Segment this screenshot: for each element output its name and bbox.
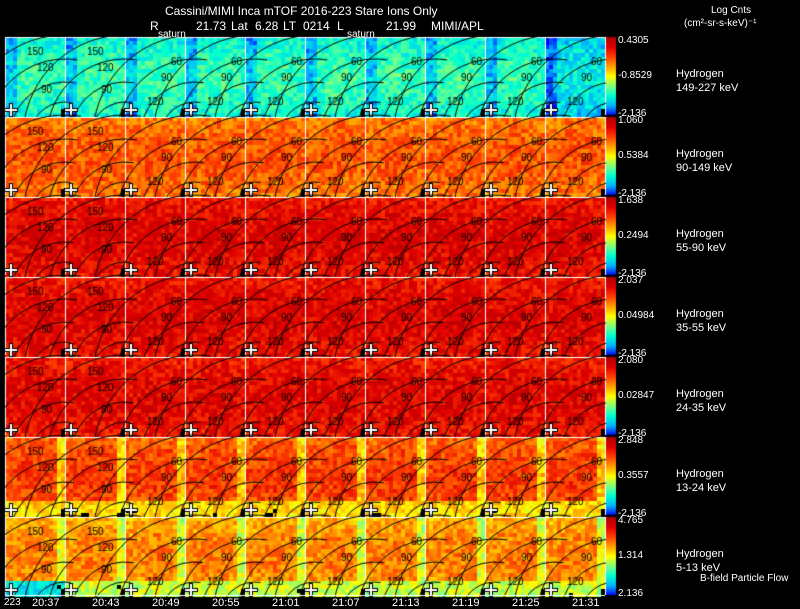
energy-range-label: 35-55 keV: [676, 322, 727, 334]
energy-range-label: 5-13 keV: [676, 562, 721, 574]
energy-range-label: 55-90 keV: [676, 242, 727, 254]
colorbar-min-label: -2.136: [618, 268, 647, 279]
colorbar-min-label: -2.136: [618, 188, 647, 199]
time-tick-label: 20:55: [212, 597, 240, 609]
species-label: Hydrogen: [676, 148, 724, 160]
time-tick-label: 21:13: [392, 597, 420, 609]
colorbar-mid-label: 0.04984: [618, 310, 655, 321]
time-tick-label: 20:43: [92, 597, 120, 609]
lat-value: 6.28: [255, 19, 279, 33]
species-label: Hydrogen: [676, 548, 724, 560]
colorbar-max-label: 1.638: [618, 195, 644, 206]
colorbar-mid-label: 0.5384: [618, 150, 649, 161]
colorbar-min-label: -2.136: [618, 348, 647, 359]
colorbar-mid-label: 0.3557: [618, 470, 649, 481]
colorbar-min-label: -2.136: [618, 108, 647, 119]
energy-range-label: 13-24 keV: [676, 482, 727, 494]
colorbar-min-label: -2.136: [618, 508, 647, 519]
colorbar-max-label: 0.4305: [618, 35, 649, 46]
colorbar-max-label: 4.765: [618, 515, 644, 526]
time-tick-label: 21:31: [572, 597, 600, 609]
colorbar-mid-label: 1.314: [618, 550, 644, 561]
time-tick-label: 21:19: [452, 597, 480, 609]
units-line1: Log Cnts: [711, 5, 752, 16]
r-label: R: [150, 19, 159, 33]
lt-label: LT: [283, 19, 297, 33]
plot-title: Cassini/MIMI Inca mTOF 2016-223 Stare Io…: [165, 4, 438, 18]
r-value: 21.73: [196, 19, 227, 33]
lat-label: Lat: [231, 19, 248, 33]
colorbar-min-label: -2.136: [618, 428, 647, 439]
colorbar-max-label: 2.080: [618, 355, 644, 366]
colorbar-min-label: 2.136: [618, 588, 644, 599]
energy-range-label: 149-227 keV: [676, 82, 739, 94]
saturn-label: saturn: [158, 29, 186, 40]
colorbar-mid-label: -0.8529: [618, 70, 652, 81]
saturn-label: saturn: [347, 29, 375, 40]
date-label: 223: [4, 597, 21, 608]
l-label: L: [337, 19, 344, 33]
species-label: Hydrogen: [676, 308, 724, 320]
time-tick-label: 21:01: [272, 597, 300, 609]
colorbar-mid-label: 0.02847: [618, 390, 655, 401]
colorbar-mid-label: 0.2494: [618, 230, 649, 241]
species-label: Hydrogen: [676, 388, 724, 400]
colorbar-max-label: 1.060: [618, 115, 644, 126]
bfield-legend: B-field Particle Flow: [700, 573, 789, 584]
colorbar-max-label: 2.037: [618, 275, 644, 286]
units-line2: (cm²-sr-s-keV)⁻¹: [684, 18, 757, 29]
colorbar-max-label: 2.848: [618, 435, 644, 446]
species-label: Hydrogen: [676, 228, 724, 240]
l-value: 21.99: [386, 19, 417, 33]
time-tick-label: 20:37: [32, 597, 60, 609]
time-tick-label: 21:25: [512, 597, 540, 609]
lt-value: 0214: [303, 19, 330, 33]
institution-label: MIMI/APL: [431, 19, 484, 33]
time-tick-label: 21:07: [332, 597, 360, 609]
time-tick-label: 20:49: [152, 597, 180, 609]
energy-range-label: 90-149 keV: [676, 162, 733, 174]
species-label: Hydrogen: [676, 468, 724, 480]
species-label: Hydrogen: [676, 68, 724, 80]
energy-range-label: 24-35 keV: [676, 402, 727, 414]
